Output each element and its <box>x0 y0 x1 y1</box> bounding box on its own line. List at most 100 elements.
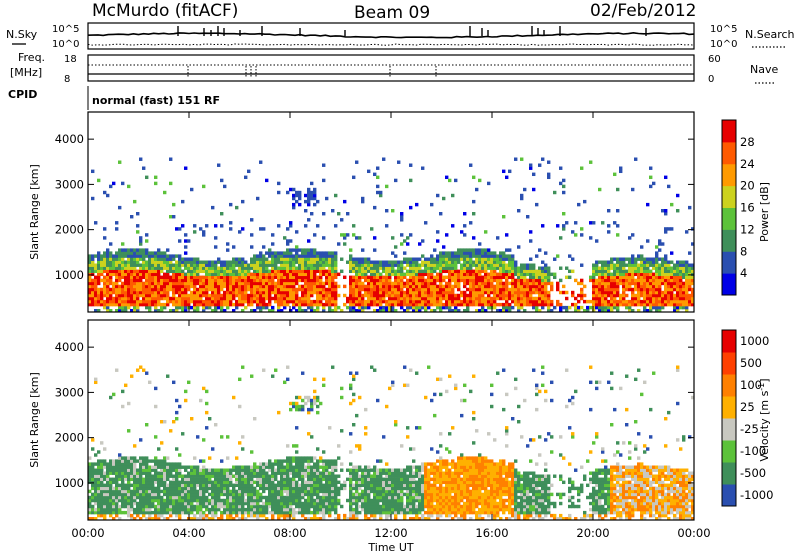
power-cell <box>268 282 271 285</box>
power-cell <box>646 276 649 279</box>
power-cell <box>424 285 427 288</box>
power-cell <box>145 251 148 254</box>
power-cell <box>295 248 298 251</box>
power-cell <box>628 276 631 279</box>
power-cell <box>610 261 613 264</box>
power-cell <box>622 300 625 303</box>
power-cell <box>397 270 400 273</box>
power-cell <box>370 282 373 285</box>
power-cell <box>307 288 310 291</box>
velocity-cell <box>166 478 169 481</box>
power-cell <box>640 267 643 270</box>
power-cell <box>223 285 226 288</box>
power-cell <box>607 270 610 273</box>
power-colorbar-segment <box>722 186 736 208</box>
power-cell <box>421 300 424 303</box>
power-cell <box>250 273 253 276</box>
velocity-cell <box>91 511 94 514</box>
power-cell <box>304 279 307 282</box>
velocity-cell <box>109 499 112 502</box>
power-cell <box>316 285 319 288</box>
velocity-cell <box>301 505 304 508</box>
power-cell <box>130 294 133 297</box>
power-cell <box>529 288 532 291</box>
power-cell <box>538 297 541 300</box>
power-cell <box>358 303 361 306</box>
velocity-cell <box>160 481 163 484</box>
power-cell <box>217 267 220 270</box>
power-cell <box>256 254 259 257</box>
power-cell <box>640 282 643 285</box>
power-cell <box>292 261 295 264</box>
power-cell <box>103 261 106 264</box>
power-cell <box>667 285 670 288</box>
power-cell <box>493 285 496 288</box>
power-cell <box>475 282 478 285</box>
power-cell <box>418 264 421 267</box>
power-cell <box>178 239 181 242</box>
velocity-cell <box>91 487 94 490</box>
power-cell <box>409 264 412 267</box>
velocity-cell <box>271 484 274 487</box>
power-cell <box>463 279 466 282</box>
power-cell <box>685 303 688 306</box>
power-cell <box>127 267 130 270</box>
velocity-cell <box>229 478 232 481</box>
velocity-cell <box>190 469 193 472</box>
power-cell <box>205 285 208 288</box>
velocity-cell <box>289 487 292 490</box>
velocity-cell <box>133 487 136 490</box>
power-cell <box>196 306 199 309</box>
power-cell <box>526 273 529 276</box>
power-cell <box>358 270 361 273</box>
power-cell <box>355 291 358 294</box>
power-cell <box>118 279 121 282</box>
velocity-cell <box>193 475 196 478</box>
power-cell <box>301 297 304 300</box>
power-cell <box>283 261 286 264</box>
velocity-cell <box>193 481 196 484</box>
velocity-cell <box>196 466 199 469</box>
power-cell <box>679 306 682 309</box>
power-cell <box>664 273 667 276</box>
power-cell <box>193 306 196 309</box>
power-cell <box>394 261 397 264</box>
power-cell <box>244 261 247 264</box>
power-cell <box>499 282 502 285</box>
power-cell <box>640 258 643 261</box>
power-cell <box>493 279 496 282</box>
power-cell <box>424 270 427 273</box>
power-cell <box>457 279 460 282</box>
power-cell <box>514 261 517 264</box>
power-cell <box>460 294 463 297</box>
power-cell <box>355 236 358 239</box>
velocity-cell <box>133 508 136 511</box>
power-cell <box>445 294 448 297</box>
velocity-cell <box>277 466 280 469</box>
power-cell <box>193 267 196 270</box>
power-cell <box>688 294 691 297</box>
power-cell <box>280 279 283 282</box>
power-cell <box>193 224 196 227</box>
power-cell <box>376 294 379 297</box>
power-cell <box>232 297 235 300</box>
velocity-cell <box>148 502 151 505</box>
power-cell <box>262 267 265 270</box>
power-cell <box>259 270 262 273</box>
velocity-cell <box>151 493 154 496</box>
velocity-cell <box>247 466 250 469</box>
power-cell <box>145 176 148 179</box>
power-cell <box>478 288 481 291</box>
power-cell <box>397 291 400 294</box>
power-cell <box>484 300 487 303</box>
velocity-cell <box>109 481 112 484</box>
power-cell <box>163 251 166 254</box>
velocity-cell <box>265 481 268 484</box>
velocity-cell <box>100 466 103 469</box>
velocity-cell <box>262 496 265 499</box>
power-cell <box>238 294 241 297</box>
power-cell <box>169 267 172 270</box>
power-cell <box>628 236 631 239</box>
power-cell <box>478 294 481 297</box>
power-cell <box>385 282 388 285</box>
